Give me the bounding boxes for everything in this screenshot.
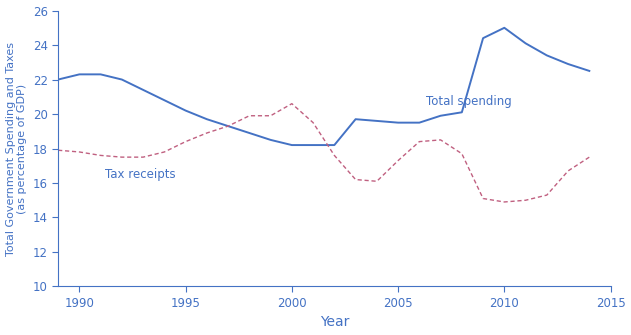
Text: Total spending: Total spending [426,95,512,109]
Y-axis label: Total Government Spending and Taxes
(as percentage of GDP): Total Government Spending and Taxes (as … [6,42,27,256]
X-axis label: Year: Year [320,316,349,329]
Text: Tax receipts: Tax receipts [105,168,175,181]
